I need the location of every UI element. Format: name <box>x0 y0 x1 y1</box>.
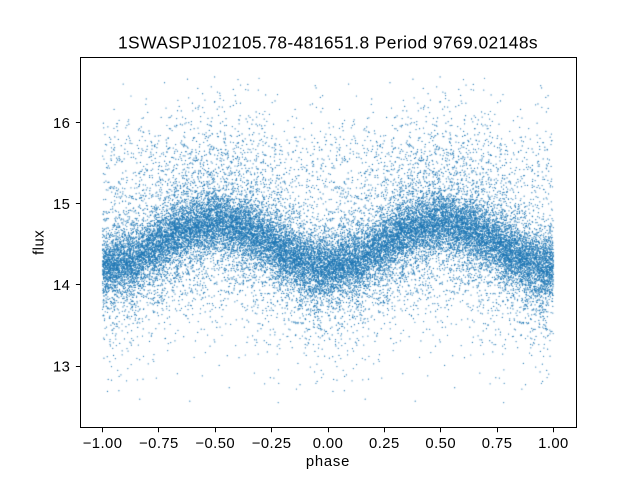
svg-text:1.00: 1.00 <box>538 436 569 452</box>
svg-text:flux: flux <box>32 230 48 255</box>
svg-text:0.50: 0.50 <box>425 436 456 452</box>
svg-text:16: 16 <box>53 116 70 132</box>
svg-text:15: 15 <box>53 197 70 213</box>
svg-text:−0.50: −0.50 <box>195 436 235 452</box>
svg-text:0.75: 0.75 <box>482 436 513 452</box>
svg-text:phase: phase <box>306 454 350 470</box>
svg-text:0.25: 0.25 <box>369 436 400 452</box>
svg-text:14: 14 <box>53 278 70 294</box>
svg-text:−0.25: −0.25 <box>252 436 292 452</box>
svg-text:−0.75: −0.75 <box>139 436 179 452</box>
svg-text:0.00: 0.00 <box>313 436 344 452</box>
svg-text:13: 13 <box>53 360 70 376</box>
svg-text:−1.00: −1.00 <box>83 436 123 452</box>
svg-text:1SWASPJ102105.78-481651.8 Peri: 1SWASPJ102105.78-481651.8 Period 9769.02… <box>118 32 538 52</box>
